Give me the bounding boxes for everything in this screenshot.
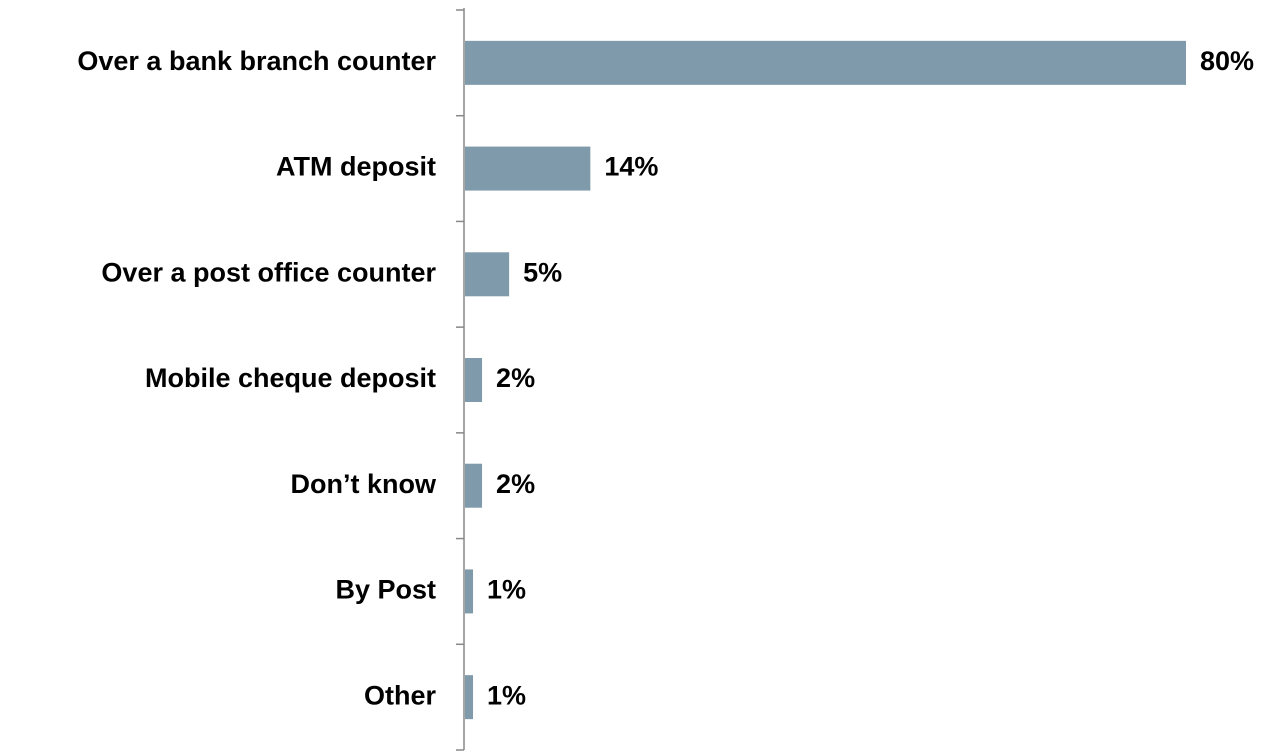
bar bbox=[465, 40, 1186, 85]
value-label: 14% bbox=[604, 152, 658, 182]
bar bbox=[465, 252, 510, 297]
bar bbox=[465, 358, 483, 402]
category-label: By Post bbox=[335, 575, 436, 605]
category-label: Mobile cheque deposit bbox=[145, 363, 436, 393]
category-label: ATM deposit bbox=[276, 152, 436, 182]
value-label: 1% bbox=[487, 680, 526, 710]
category-label: Over a bank branch counter bbox=[77, 46, 436, 76]
value-label: 80% bbox=[1200, 46, 1254, 76]
category-label: Over a post office counter bbox=[101, 257, 436, 287]
bar bbox=[465, 146, 591, 191]
value-label: 2% bbox=[496, 363, 535, 393]
bar bbox=[465, 463, 483, 508]
category-label: Other bbox=[364, 680, 437, 710]
bar bbox=[465, 569, 474, 614]
bar bbox=[465, 675, 474, 720]
value-label: 1% bbox=[487, 575, 526, 605]
category-label: Don’t know bbox=[291, 469, 437, 499]
value-label: 5% bbox=[523, 257, 562, 287]
value-label: 2% bbox=[496, 469, 535, 499]
